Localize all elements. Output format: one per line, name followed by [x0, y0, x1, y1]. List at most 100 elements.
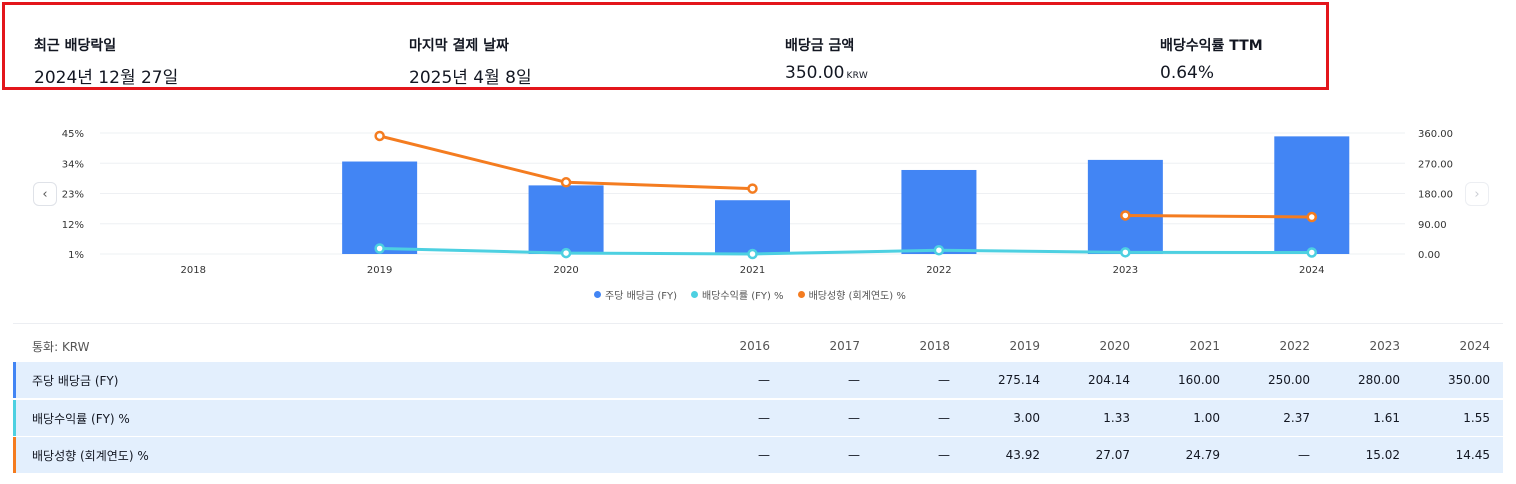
- year-header: 2017: [829, 339, 860, 353]
- x-axis-tick: 2023: [1113, 265, 1138, 276]
- left-axis-tick: 34%: [62, 159, 84, 170]
- row-label: 배당수익률 (FY) %: [32, 411, 130, 426]
- table-row-yield: 배당수익률 (FY) % — — — 3.00 1.33 1.00 2.37 1…: [13, 400, 1503, 436]
- table-cell: 1.55: [1463, 411, 1490, 425]
- x-axis-tick: 2024: [1299, 265, 1324, 276]
- year-header: 2020: [1099, 339, 1130, 353]
- table-cell: —: [758, 411, 770, 425]
- table-cell: 2.37: [1283, 411, 1310, 425]
- year-header: 2021: [1189, 339, 1220, 353]
- table-cell: —: [848, 448, 860, 462]
- right-axis-tick: 270.00: [1418, 159, 1453, 170]
- left-axis-tick: 45%: [62, 129, 84, 140]
- x-axis-tick: 2020: [553, 265, 578, 276]
- table-cell: 160.00: [1178, 373, 1220, 387]
- table-cell: 1.33: [1103, 411, 1130, 425]
- payment-date-value: 2025년 4월 8일: [409, 68, 532, 88]
- table-row-dps: 주당 배당금 (FY) — — — 275.14 204.14 160.00 2…: [13, 362, 1503, 398]
- legend-item-payout[interactable]: 배당성향 (회계연도) %: [797, 287, 906, 302]
- right-axis-tick: 90.00: [1418, 220, 1447, 231]
- series-point: [933, 244, 945, 256]
- bar-dps: [715, 200, 790, 254]
- table-cell: 350.00: [1448, 373, 1490, 387]
- series-point: [1120, 247, 1131, 258]
- legend-dot-icon: [691, 291, 699, 298]
- x-axis-tick: 2022: [926, 265, 951, 276]
- year-header: 2024: [1459, 339, 1490, 353]
- ex-dividend-date-label: 최근 배당락일: [34, 38, 117, 54]
- currency-label: 통화: KRW: [32, 339, 90, 354]
- series-point: [747, 183, 758, 194]
- chevron-left-icon: ‹: [42, 186, 48, 202]
- dividend-amount-value: 350.00: [785, 63, 845, 83]
- ex-dividend-date-value: 2024년 12월 27일: [34, 68, 179, 88]
- series-line: [379, 247, 1312, 256]
- payment-date-label: 마지막 결제 날짜: [409, 38, 509, 54]
- table-header-row: 통화: KRW 2016 2017 2018 2019 2020 2021 20…: [13, 331, 1503, 361]
- table-cell: 1.61: [1373, 411, 1400, 425]
- table-cell: 27.07: [1095, 448, 1130, 462]
- table-cell: 43.92: [1005, 448, 1040, 462]
- year-header: 2019: [1009, 339, 1040, 353]
- series-point: [1306, 211, 1318, 223]
- row-color-bar: [13, 362, 16, 398]
- left-axis-tick: 23%: [62, 190, 84, 201]
- x-axis-tick: 2019: [367, 265, 392, 276]
- table-cell: 1.00: [1193, 411, 1220, 425]
- x-axis-tick: 2018: [180, 265, 205, 276]
- legend-item-yield[interactable]: 배당수익률 (FY) %: [691, 287, 784, 302]
- left-axis-tick: 1%: [68, 250, 84, 261]
- series-point: [1120, 210, 1131, 221]
- table-cell: —: [938, 448, 950, 462]
- dividend-amount-unit: KRW: [846, 71, 869, 81]
- right-axis-tick: 0.00: [1418, 250, 1440, 261]
- bar-dps: [1087, 159, 1163, 254]
- table-cell: —: [938, 411, 950, 425]
- row-label: 주당 배당금 (FY): [32, 373, 119, 388]
- row-color-bar: [13, 437, 16, 473]
- table-cell: —: [758, 373, 770, 387]
- legend-dot-icon: [594, 291, 601, 298]
- table-cell: 24.79: [1185, 448, 1220, 462]
- table-cell: 280.00: [1358, 373, 1400, 387]
- table-cell: —: [1298, 448, 1310, 462]
- year-header: 2018: [919, 339, 950, 353]
- table-cell: 204.14: [1088, 373, 1130, 387]
- bar-dps: [1274, 136, 1350, 254]
- dividend-amount-stat: 배당금 금액 350.00 KRW: [785, 35, 868, 83]
- dividend-yield-label: 배당수익률 TTM: [1160, 38, 1263, 54]
- row-color-bar: [13, 400, 16, 436]
- payment-date-stat: 마지막 결제 날짜 2025년 4월 8일: [409, 35, 532, 88]
- table-cell: —: [848, 411, 860, 425]
- dividend-summary-panel: 최근 배당락일 2024년 12월 27일 마지막 결제 날짜 2025년 4월…: [2, 2, 1329, 90]
- x-axis-tick: 2021: [740, 265, 765, 276]
- row-label: 배당성향 (회계연도) %: [32, 448, 149, 463]
- table-cell: 250.00: [1268, 373, 1310, 387]
- bar-dps: [528, 185, 604, 254]
- chart-next-button[interactable]: ›: [1465, 182, 1489, 206]
- chart-prev-button[interactable]: ‹: [33, 182, 57, 206]
- table-cell: 275.14: [998, 373, 1040, 387]
- table-cell: 15.02: [1365, 448, 1400, 462]
- chart-legend: 주당 배당금 (FY) 배당수익률 (FY) % 배당성향 (회계연도) %: [594, 287, 906, 302]
- series-point: [747, 248, 758, 260]
- legend-item-dps[interactable]: 주당 배당금 (FY): [594, 287, 677, 302]
- year-header: 2022: [1279, 339, 1310, 353]
- series-point: [374, 243, 385, 254]
- legend-label: 주당 배당금 (FY): [605, 291, 678, 302]
- dividend-chart: 45% 360.00 34% 270.00 23% 180.00 12% 90.00 1% 0.0…: [62, 129, 1453, 276]
- chevron-right-icon: ›: [1474, 186, 1480, 202]
- table-row-payout: 배당성향 (회계연도) % — — — 43.92 27.07 24.79 — …: [13, 437, 1503, 473]
- bar-dps: [342, 161, 418, 254]
- right-axis-tick: 180.00: [1418, 190, 1453, 201]
- dividend-yield-value: 0.64%: [1160, 63, 1215, 83]
- series-point: [374, 130, 385, 142]
- bar-dps: [901, 169, 977, 254]
- table-cell: —: [848, 373, 860, 387]
- legend-dot-icon: [797, 291, 805, 298]
- ex-dividend-date-stat: 최근 배당락일 2024년 12월 27일: [34, 35, 178, 88]
- series-point: [560, 247, 572, 259]
- table-divider: [13, 323, 1503, 324]
- dividend-amount-label: 배당금 금액: [785, 38, 855, 54]
- table-cell: —: [938, 373, 950, 387]
